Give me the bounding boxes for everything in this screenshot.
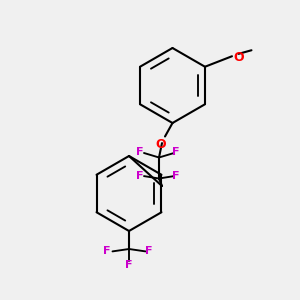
Text: F: F: [125, 260, 133, 271]
Text: F: F: [103, 245, 110, 256]
Text: F: F: [136, 146, 143, 157]
Text: F: F: [136, 170, 143, 181]
Text: O: O: [233, 51, 244, 64]
Text: F: F: [172, 146, 179, 157]
Text: F: F: [172, 170, 179, 181]
Text: F: F: [145, 245, 152, 256]
Text: O: O: [155, 138, 166, 151]
